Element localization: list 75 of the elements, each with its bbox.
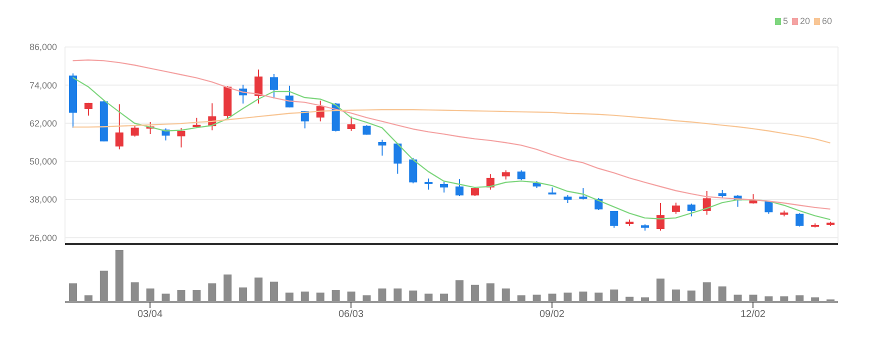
bar: [270, 282, 278, 302]
candlestick: [409, 157, 418, 184]
candlestick: [502, 170, 510, 180]
bar: [687, 290, 696, 302]
bar: [100, 270, 108, 302]
bar: [656, 278, 664, 302]
candlestick: [424, 178, 433, 190]
bar: [347, 292, 356, 302]
candlestick: [656, 202, 664, 232]
candlestick: [84, 102, 92, 116]
bar: [672, 290, 680, 302]
y-tick-label: 74,000: [29, 80, 57, 90]
bar: [177, 290, 186, 302]
bar: [285, 292, 294, 302]
bar: [548, 294, 556, 302]
bar: [130, 282, 139, 302]
bar: [208, 283, 216, 302]
bar: [702, 282, 711, 302]
bar: [718, 286, 726, 302]
y-tick-label: 86,000: [29, 42, 57, 52]
candlestick: [254, 69, 263, 104]
x-tick-label: 09/02: [539, 309, 565, 320]
y-tick-label: 38,000: [29, 194, 57, 205]
candlestick: [702, 190, 711, 216]
candlestick: [456, 178, 464, 197]
x-tick-label: 06/03: [338, 309, 364, 320]
bar: [440, 294, 448, 302]
bar: [300, 292, 309, 302]
bar: [502, 288, 510, 302]
bar: [192, 290, 201, 302]
candlestick: [440, 181, 448, 194]
y-tick-label: 26,000: [29, 232, 57, 243]
bar: [610, 290, 618, 302]
candlestick: [115, 104, 124, 150]
candlestick: [517, 170, 526, 181]
x-tick-label: 12/02: [740, 309, 766, 320]
bar: [146, 288, 154, 302]
bar: [579, 292, 588, 302]
bar: [254, 278, 263, 302]
candlestick: [672, 202, 680, 214]
bar: [224, 274, 232, 302]
legend-label: 20: [800, 16, 810, 26]
bar: [316, 292, 324, 302]
legend-label: 5: [782, 16, 788, 26]
candlestick: [347, 116, 356, 132]
legend-label: 60: [822, 16, 832, 26]
candlestick: [270, 74, 278, 99]
bar: [564, 292, 572, 302]
y-tick-label: 50,000: [29, 156, 57, 167]
candlestick: [378, 139, 386, 156]
bar: [424, 294, 433, 302]
bar: [69, 283, 77, 302]
candlestick: [579, 188, 588, 200]
line-series: [72, 59, 831, 210]
candlestick: [610, 210, 618, 228]
bar: [486, 283, 494, 302]
candlestick: [285, 85, 294, 108]
y-tick-label: 62,000: [29, 118, 57, 128]
bar: [594, 292, 603, 302]
bar: [162, 294, 170, 302]
candlestick: [177, 128, 186, 148]
x-tick-label: 03/04: [138, 309, 163, 320]
bar: [239, 287, 248, 302]
bar: [394, 288, 402, 302]
bar: [332, 290, 340, 302]
candlestick: [687, 203, 696, 217]
bar: [115, 250, 124, 302]
bar: [409, 290, 418, 302]
candlestick: [130, 125, 139, 138]
bar: [378, 288, 386, 302]
candlestick: [300, 110, 309, 129]
candlestick: [796, 212, 804, 228]
candlestick: [394, 142, 402, 174]
bar: [456, 280, 464, 302]
bar: [470, 284, 479, 302]
